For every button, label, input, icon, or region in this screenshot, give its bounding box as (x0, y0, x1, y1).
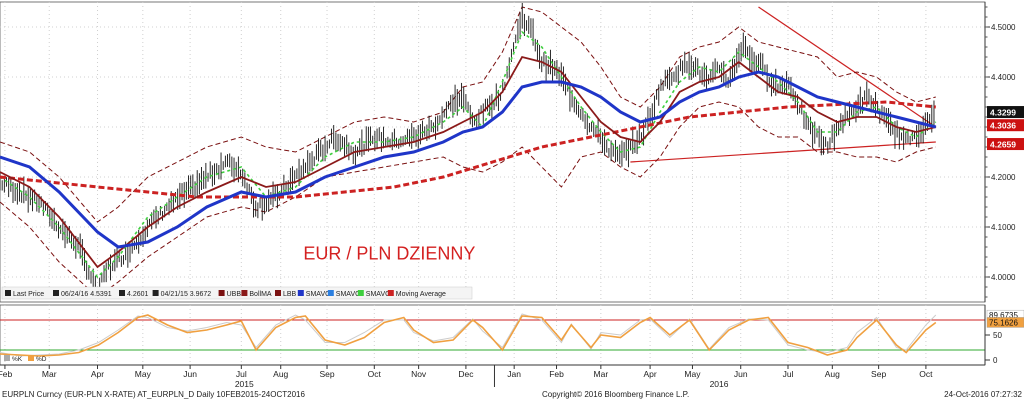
lower-bollinger-band (0, 101, 936, 298)
legend-label: BollMA (249, 291, 272, 298)
footer-instrument: EURPLN Curncy (EUR-PLN X-RATE) AT_EURPLN… (2, 390, 305, 399)
smavg-blue-line (0, 70, 937, 249)
moving-average-line (0, 100, 936, 199)
x-year-label: 2016 (710, 379, 729, 389)
legend-swatch (297, 290, 304, 296)
price-label: 4.3299 (990, 108, 1016, 118)
osc-legend-label: %D (36, 356, 47, 363)
x-tick-label: Mar (594, 369, 609, 379)
legend-label: 04/21/15 3.9672 (161, 291, 212, 298)
price-label: 4.3036 (990, 121, 1016, 131)
legend-label: 4.2601 (127, 291, 149, 298)
osc-d-line (0, 314, 937, 357)
x-tick-label: Sep (871, 369, 886, 379)
price-chart: 4.00004.10004.20004.30004.40004.5000EUR … (0, 1, 1024, 389)
y-tick-label: 4.4000 (991, 73, 1016, 82)
legend-swatch (241, 290, 248, 296)
y-tick-label: 4.0000 (991, 273, 1016, 282)
osc-value-label: 89.6735 (989, 311, 1018, 320)
x-tick-label: Oct (368, 369, 382, 379)
legend-label: SMAVG (336, 291, 361, 298)
osc-value-box (986, 317, 1024, 328)
legend-label: LBB (283, 291, 297, 298)
osc-y-tick-label: 0 (993, 356, 998, 365)
trendline-resistance (758, 6, 937, 128)
x-tick-label: Oct (919, 369, 933, 379)
legend-swatch (327, 290, 334, 296)
x-tick-label: Aug (273, 369, 288, 379)
footer-bar: EURPLN Curncy (EUR-PLN X-RATE) AT_EURPLN… (0, 389, 1024, 401)
y-tick-label: 4.2000 (991, 173, 1016, 182)
x-tick-label: Feb (0, 369, 13, 379)
x-tick-label: May (684, 369, 701, 379)
footer-timestamp: 24-Oct-2016 07:27:32 (944, 390, 1022, 399)
smavg-green-line (0, 30, 937, 279)
footer-copyright: Copyright© 2016 Bloomberg Finance L.P. (542, 390, 690, 399)
x-tick-label: Jun (734, 369, 748, 379)
y-tick-label: 4.5000 (991, 23, 1016, 32)
legend-swatch (152, 290, 159, 296)
legend-label: Last Price (13, 291, 44, 298)
osc-legend-swatch (4, 355, 10, 361)
upper-bollinger-band (0, 6, 936, 223)
x-tick-label: Jul (236, 369, 247, 379)
x-tick-label: Apr (643, 369, 656, 379)
legend-swatch (218, 290, 225, 296)
osc-legend-swatch (28, 355, 34, 361)
price-label-box (987, 106, 1024, 119)
osc-legend-label: %K (12, 356, 23, 363)
x-tick-label: Apr (91, 369, 104, 379)
legend-swatch (357, 290, 364, 296)
legend-label: UBB (227, 291, 242, 298)
x-tick-label: Nov (411, 369, 427, 379)
legend-swatch (387, 290, 394, 296)
chart-title: EUR / PLN DZIENNY (303, 244, 475, 264)
osc-value-label: 75.1626 (989, 318, 1018, 327)
x-tick-label: Jun (183, 369, 197, 379)
price-label: 4.2659 (990, 140, 1016, 150)
price-label-box (987, 138, 1024, 151)
legend-swatch (5, 290, 11, 296)
x-tick-label: Aug (825, 369, 840, 379)
legend-label: Moving Average (396, 291, 446, 298)
legend-swatch (119, 290, 125, 296)
legend-swatch (275, 290, 281, 296)
x-tick-label: May (135, 369, 152, 379)
x-tick-label: Jan (507, 369, 521, 379)
x-tick-label: Jul (783, 369, 794, 379)
oscillator-panel-frame (0, 304, 986, 366)
osc-k-line (0, 313, 937, 357)
x-tick-label: Mar (42, 369, 57, 379)
osc-y-tick-label: 50 (993, 331, 1002, 340)
legend-label: 06/24/16 4.5391 (61, 291, 112, 298)
bollinger-ma-line (0, 55, 937, 269)
y-tick-label: 4.1000 (991, 223, 1016, 232)
legend-swatch (53, 290, 59, 296)
trendline-support (630, 141, 936, 163)
legend-label: SMAVG (366, 291, 391, 298)
legend-label: SMAVG (306, 291, 331, 298)
x-tick-label: Dec (458, 369, 474, 379)
x-tick-label: Sep (319, 369, 334, 379)
x-year-label: 2015 (235, 379, 254, 389)
price-label-box (987, 119, 1024, 132)
x-tick-label: Feb (549, 369, 564, 379)
